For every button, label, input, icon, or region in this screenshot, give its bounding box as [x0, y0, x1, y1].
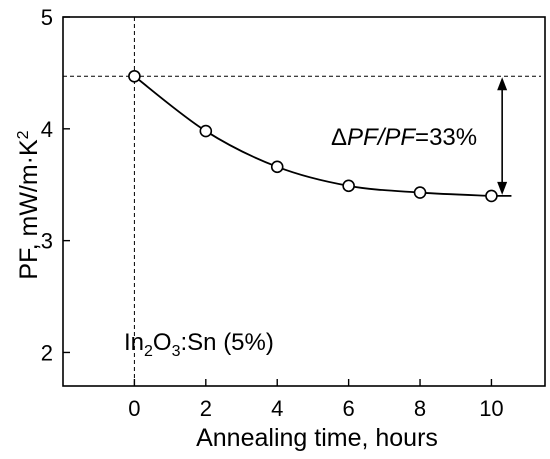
- series-line: [133, 75, 512, 197]
- axis-ticks: 0 2 4 6 8 10 2 3 4 5: [41, 5, 504, 421]
- data-point: [270, 160, 284, 174]
- data-point: [128, 69, 141, 83]
- delta-value: =33%: [415, 124, 477, 151]
- data-point: [199, 124, 213, 138]
- material-sub-3: 3: [172, 343, 181, 360]
- material-rest: :Sn (5%): [181, 329, 274, 356]
- y-axis-title-text: PF, mW/m·K: [15, 139, 43, 280]
- data-point: [342, 179, 355, 193]
- x-tick-label: 4: [271, 396, 283, 421]
- data-point: [413, 186, 427, 199]
- x-tick-label: 0: [128, 396, 140, 421]
- arrow-head-up: [497, 77, 508, 91]
- x-tick-label: 6: [343, 396, 355, 421]
- delta-symbol: Δ: [331, 124, 347, 151]
- material-in: In: [124, 329, 144, 356]
- plot-border: [62, 16, 546, 387]
- y-tick-label: 2: [41, 340, 53, 365]
- arrow-head-down: [497, 181, 508, 195]
- delta-pf-denominator: PF: [384, 124, 416, 151]
- delta-arrow: [497, 77, 508, 195]
- delta-pf-numerator: PF: [347, 124, 379, 151]
- y-axis-title-superscript: 2: [15, 130, 32, 139]
- delta-slash: /: [376, 124, 387, 151]
- material-sub-2: 2: [144, 343, 153, 360]
- x-tick-label: 2: [200, 396, 212, 421]
- data-series: [128, 69, 512, 203]
- x-tick-label: 10: [479, 396, 503, 421]
- x-tick-label: 8: [414, 396, 426, 421]
- material-annotation: In2O3:Sn (5%): [124, 329, 274, 360]
- material-o: O: [153, 329, 172, 356]
- y-tick-label: 4: [41, 117, 53, 142]
- y-tick-label: 3: [41, 229, 53, 254]
- y-axis-title: PF, mW/m·K2: [15, 130, 43, 279]
- reference-lines: [63, 17, 541, 386]
- data-point: [485, 189, 498, 203]
- delta-pf-annotation: ΔPF/PF=33%: [331, 124, 477, 151]
- x-axis-title: Annealing time, hours: [196, 424, 438, 452]
- y-tick-label: 5: [41, 5, 53, 30]
- plot-frame: [62, 16, 546, 387]
